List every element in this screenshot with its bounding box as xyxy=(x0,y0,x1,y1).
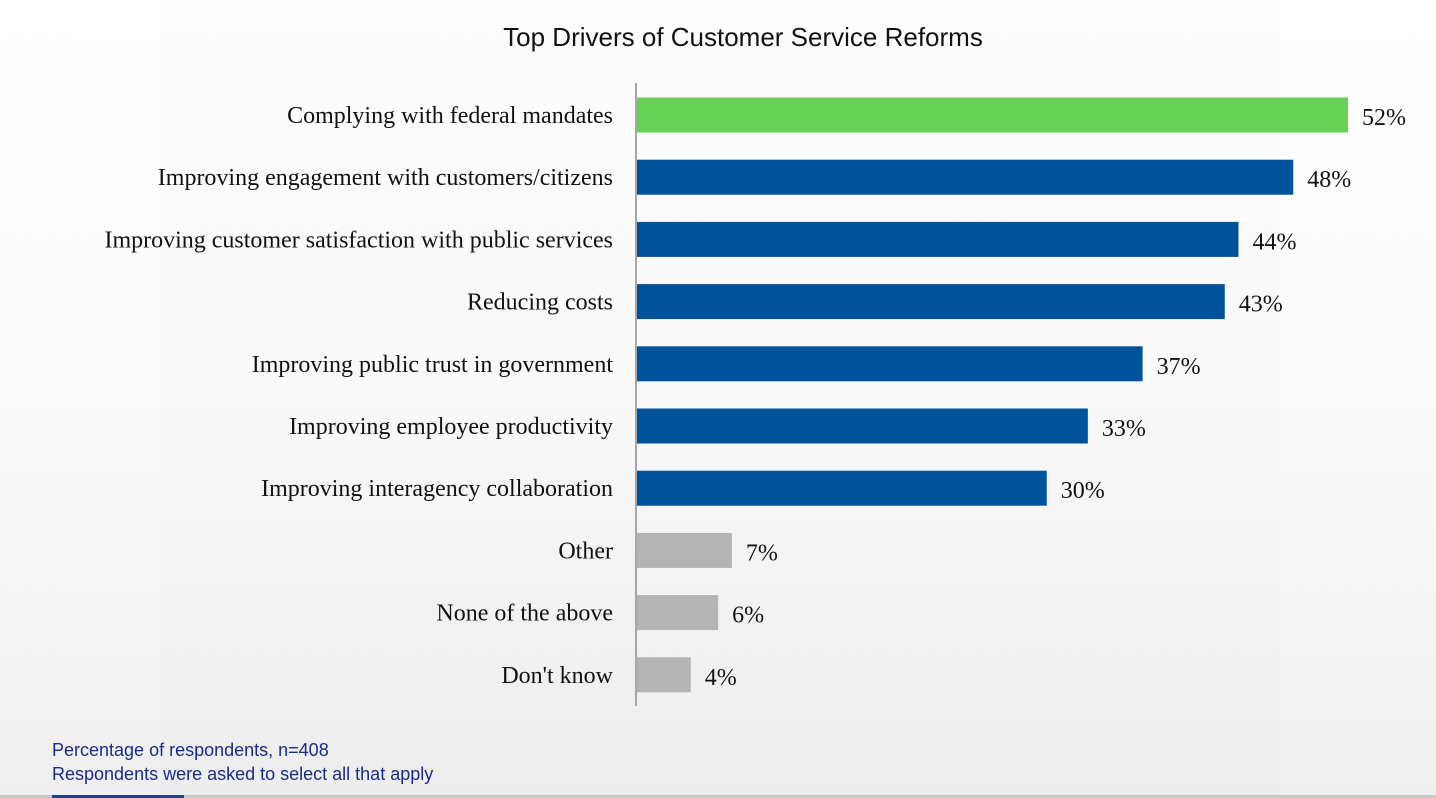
category-label: None of the above xyxy=(436,601,613,627)
bar-1 xyxy=(636,159,1294,195)
bar-6 xyxy=(636,470,1047,506)
category-label: Reducing costs xyxy=(467,290,613,316)
bar-0 xyxy=(636,97,1348,133)
value-label: 30% xyxy=(1061,478,1105,504)
category-label: Improving engagement with customers/citi… xyxy=(158,165,613,191)
footnote-sample-size: Percentage of respondents, n=408 xyxy=(52,740,329,760)
bar-9 xyxy=(636,657,691,693)
category-label: Improving customer satisfaction with pub… xyxy=(104,227,613,253)
bar-5 xyxy=(636,408,1088,444)
bottom-accent-bar xyxy=(52,795,184,798)
footnote-instructions: Respondents were asked to select all tha… xyxy=(52,764,434,784)
value-label: 44% xyxy=(1252,229,1296,255)
value-label: 52% xyxy=(1362,105,1406,131)
category-label: Complying with federal mandates xyxy=(287,103,613,129)
bar-4 xyxy=(636,346,1143,382)
bar-8 xyxy=(636,595,719,631)
footnote: Percentage of respondents, n=408 Respond… xyxy=(52,738,433,786)
bar-7 xyxy=(636,532,732,568)
chart-title: Top Drivers of Customer Service Reforms xyxy=(503,22,983,52)
value-label: 48% xyxy=(1307,167,1351,193)
category-label: Other xyxy=(558,538,613,564)
value-label: 37% xyxy=(1157,354,1201,380)
category-label: Improving public trust in government xyxy=(252,352,614,378)
value-label: 4% xyxy=(705,665,737,691)
bar-2 xyxy=(636,221,1239,257)
category-label: Improving employee productivity xyxy=(289,414,613,440)
value-label: 6% xyxy=(732,603,764,629)
bar-3 xyxy=(636,284,1225,320)
category-label: Improving interagency collaboration xyxy=(261,476,613,502)
value-label: 33% xyxy=(1102,416,1146,442)
value-label: 43% xyxy=(1239,292,1283,318)
category-label: Don't know xyxy=(501,663,613,689)
value-label: 7% xyxy=(746,540,778,566)
bottom-border xyxy=(0,795,1436,798)
